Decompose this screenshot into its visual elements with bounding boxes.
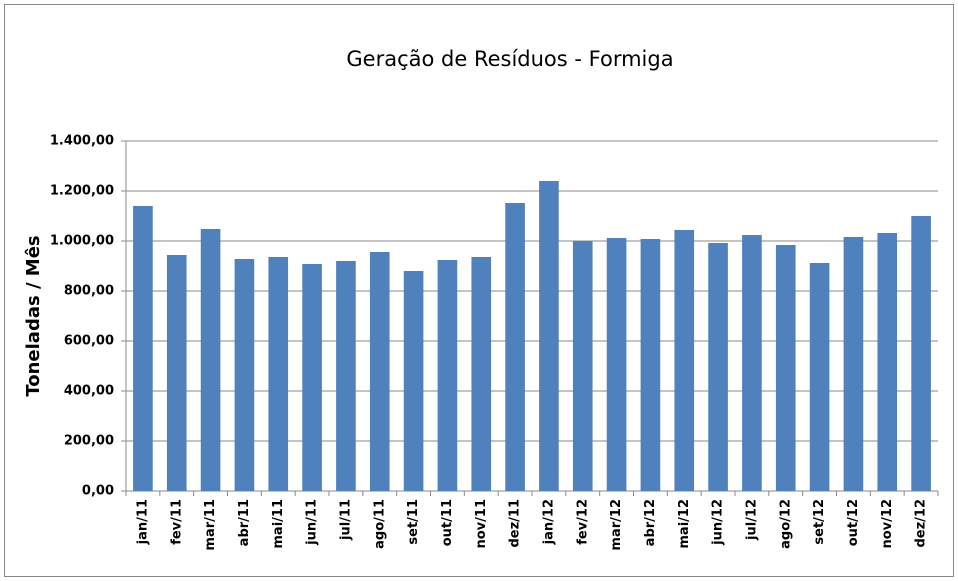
bar (302, 264, 322, 491)
y-tick-label: 1.200,00 (50, 184, 114, 199)
bar (775, 245, 796, 491)
x-tick-label: out/11 (440, 499, 455, 546)
x-tick-label: ago/12 (778, 499, 793, 549)
bar (505, 203, 525, 491)
bar (336, 261, 356, 491)
bar (606, 238, 627, 491)
bar (471, 257, 492, 491)
x-tick-label: jul/11 (338, 499, 353, 541)
bar (200, 229, 221, 491)
x-tick-label: mai/12 (677, 499, 692, 549)
bar (809, 263, 830, 491)
bar (166, 255, 187, 491)
x-tick-label: ago/11 (372, 499, 387, 549)
y-tick-label: 400,00 (64, 384, 114, 399)
x-tick-label: fev/12 (575, 499, 590, 545)
x-tick-label: jun/11 (305, 499, 320, 546)
x-tick-label: mai/11 (271, 499, 286, 549)
bar (133, 206, 153, 491)
y-tick-label: 0,00 (82, 484, 114, 499)
bar (911, 216, 931, 491)
bar (403, 271, 424, 491)
bar (539, 181, 559, 491)
y-tick-label: 200,00 (64, 434, 114, 449)
x-tick-label: abr/11 (237, 499, 252, 546)
x-tick-label: nov/12 (880, 499, 895, 549)
bar (369, 252, 390, 491)
x-tick-label: jan/12 (541, 499, 556, 545)
bar (674, 230, 695, 491)
bar (437, 260, 458, 491)
y-tick-label: 800,00 (64, 284, 114, 299)
x-tick-label: set/12 (812, 499, 827, 545)
x-tick-label: mar/11 (203, 499, 218, 551)
x-tick-label: mar/12 (609, 499, 624, 551)
x-tick-label: fev/11 (169, 499, 184, 545)
x-tick-label: abr/12 (643, 499, 658, 546)
x-tick-label: jun/12 (711, 499, 726, 546)
x-tick-label: nov/11 (474, 499, 489, 549)
bar (640, 239, 661, 491)
y-tick-label: 1.000,00 (50, 234, 114, 249)
bar (843, 237, 864, 491)
x-tick-label: jul/12 (744, 499, 759, 541)
bar (268, 257, 289, 491)
bar (708, 243, 728, 491)
bar (572, 241, 593, 491)
x-tick-label: jan/11 (135, 499, 150, 545)
chart-title: Geração de Resíduos - Formiga (346, 47, 673, 71)
x-tick-label: out/12 (846, 499, 861, 546)
y-tick-label: 1.400,00 (50, 134, 114, 149)
x-tick-label: dez/11 (508, 499, 523, 548)
y-tick-label: 600,00 (64, 334, 114, 349)
bar (742, 235, 762, 491)
x-tick-label: set/11 (406, 499, 421, 545)
bar (234, 259, 255, 491)
bar (877, 233, 898, 491)
y-axis-label: Toneladas / Mês (23, 235, 44, 396)
x-tick-label: dez/12 (914, 499, 929, 548)
